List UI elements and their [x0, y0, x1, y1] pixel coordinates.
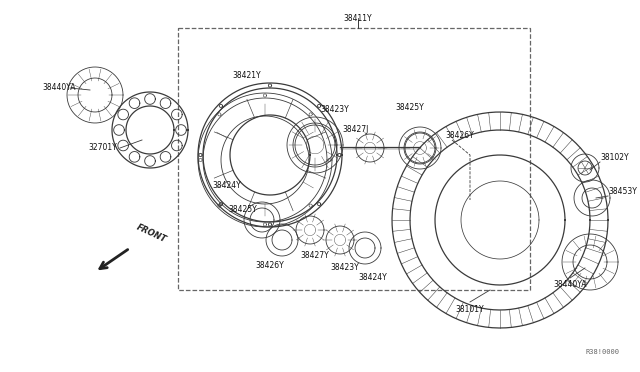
Text: 38421Y: 38421Y	[232, 71, 260, 80]
Text: 38423Y: 38423Y	[330, 263, 359, 273]
Text: 38440YA: 38440YA	[42, 83, 76, 93]
Text: 38423Y: 38423Y	[320, 106, 349, 115]
Text: 38101Y: 38101Y	[456, 305, 484, 314]
Text: 38102Y: 38102Y	[600, 154, 628, 163]
Text: 38426Y: 38426Y	[255, 260, 284, 269]
Text: 38424Y: 38424Y	[212, 180, 241, 189]
Text: 38411Y: 38411Y	[344, 14, 372, 23]
Bar	[178, 28, 530, 290]
Text: 38425Y: 38425Y	[228, 205, 257, 215]
Text: 38425Y: 38425Y	[395, 103, 424, 112]
Text: 32701Y: 32701Y	[88, 144, 116, 153]
Text: FRONT: FRONT	[135, 222, 168, 244]
Text: 38453Y: 38453Y	[608, 187, 637, 196]
Text: R38!0000: R38!0000	[586, 349, 620, 355]
Text: 38424Y: 38424Y	[358, 273, 387, 282]
Text: 38426Y: 38426Y	[445, 131, 474, 140]
Text: 38440YA: 38440YA	[553, 280, 587, 289]
Text: 38427J: 38427J	[342, 125, 369, 135]
Text: 38427Y: 38427Y	[300, 251, 329, 260]
